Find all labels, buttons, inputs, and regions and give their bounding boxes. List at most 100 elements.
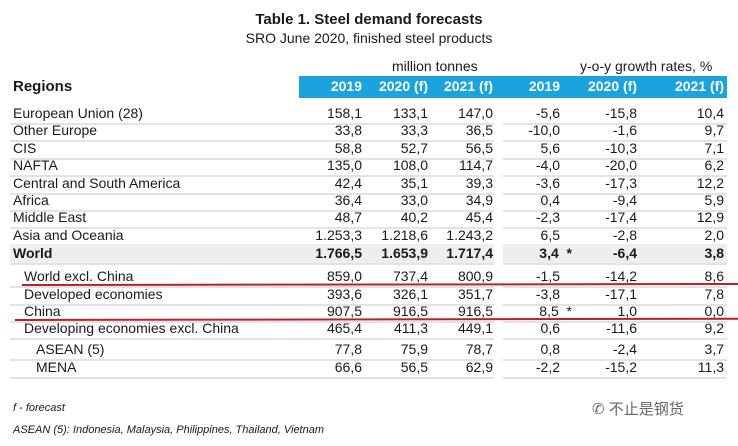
row-divider <box>10 263 494 265</box>
row-label: Asia and Oceania <box>13 227 124 243</box>
cell-value: -3,6 <box>535 175 560 191</box>
cell-value: 62,9 <box>465 359 493 375</box>
cell-value: 114,7 <box>459 157 493 173</box>
row-divider <box>503 377 727 379</box>
cell-value: 465,4 <box>326 320 362 336</box>
row-divider <box>503 286 727 288</box>
cell-value: 77,8 <box>334 341 362 357</box>
cell-value: -14,2 <box>605 268 637 284</box>
row-label: Developed economies <box>24 286 163 302</box>
cell-value: 326,1 <box>392 286 428 302</box>
cell-value: 3,7 <box>704 341 724 357</box>
cell-value: 45,4 <box>465 209 493 225</box>
cell-value: 133,1 <box>392 105 428 121</box>
cell-value: 34,9 <box>465 192 493 208</box>
cell-value: 36,5 <box>465 122 493 138</box>
table-row: Central and South America 42,4 35,1 39,3 -3,… <box>0 175 738 192</box>
row-divider <box>10 123 494 125</box>
cell-value: -15,2 <box>605 359 637 375</box>
cell-value: -2,3 <box>535 209 560 225</box>
cell-value: 135,0 <box>326 157 362 173</box>
cell-value: 75,9 <box>400 341 428 357</box>
table-row: CIS 58,8 52,7 56,5 5,6 -10,3 7,1 <box>0 140 738 157</box>
cell-value: 1.253,3 <box>315 227 362 243</box>
table-row: China 907,5 916,5 916,5 8,5 * 1,0 0,0 <box>0 303 738 320</box>
cell-value: 7,8 <box>704 286 724 302</box>
row-divider <box>503 210 727 212</box>
row-label: Developing economies excl. China <box>24 320 239 336</box>
cell-value: 351,7 <box>457 286 493 302</box>
column-header: 2020 (f) <box>378 78 428 94</box>
cell-value: 0,8 <box>540 341 560 357</box>
cell-value: 1.717,4 <box>446 245 493 261</box>
row-divider <box>10 140 494 142</box>
header-bar <box>299 76 727 98</box>
cell-value: 907,5 <box>326 303 362 319</box>
column-header: 2021 (f) <box>443 78 493 94</box>
cell-value: -3,8 <box>535 286 560 302</box>
column-header: 2019 <box>528 78 560 94</box>
cell-value: 1,0 <box>617 303 637 319</box>
cell-value: 52,7 <box>400 140 428 156</box>
group-header-growth: y-o-y growth rates, % <box>580 58 713 74</box>
table-title: Table 1. Steel demand forecasts <box>255 11 483 28</box>
row-label: World <box>13 245 53 261</box>
cell-value: -5,6 <box>535 105 560 121</box>
row-divider <box>503 140 727 142</box>
cell-value: 1.243,2 <box>446 227 493 243</box>
cell-value: 916,5 <box>392 303 428 319</box>
cell-value: 58,8 <box>334 140 362 156</box>
cell-value: 1.653,9 <box>381 245 428 261</box>
row-divider <box>10 210 494 212</box>
row-divider <box>503 175 727 177</box>
note-forecast: f - forecast <box>13 402 65 414</box>
row-divider <box>10 286 494 288</box>
cell-value: 3,8 <box>704 245 724 261</box>
watermark: ✆ 不止是钢货 <box>592 398 684 419</box>
cell-value: 11,3 <box>697 359 724 375</box>
column-header: 2021 (f) <box>674 78 724 94</box>
cell-value: 40,2 <box>400 209 428 225</box>
cell-value: -20,0 <box>605 157 637 173</box>
cell-value: -9,4 <box>612 192 637 208</box>
table-row: Middle East 48,7 40,2 45,4 -2,3 -17,4 12,9 <box>0 209 738 226</box>
row-label: Central and South America <box>13 175 181 191</box>
row-divider <box>10 175 494 177</box>
cell-value: -10,3 <box>605 140 637 156</box>
cell-value: 33,8 <box>334 122 362 138</box>
cell-value: 5,6 <box>540 140 560 156</box>
table-subtitle: SRO June 2020, finished steel products <box>245 30 493 46</box>
row-divider <box>503 359 727 361</box>
cell-value: 56,5 <box>400 359 428 375</box>
cell-value: 108,0 <box>392 157 428 173</box>
cell-value: -17,3 <box>605 175 637 191</box>
cell-value: 6,5 <box>540 227 560 243</box>
table-row: Asia and Oceania 1.253,3 1.218,6 1.243,2 6,5… <box>0 227 738 244</box>
cell-value: 158,1 <box>326 105 362 121</box>
cell-value: 1.766,5 <box>315 245 362 261</box>
cell-value: 35,1 <box>400 175 428 191</box>
cell-value: 800,9 <box>457 268 493 284</box>
cell-value: -17,4 <box>605 209 637 225</box>
column-header: 2020 (f) <box>587 78 637 94</box>
cell-value: 2,0 <box>704 227 724 243</box>
row-divider <box>503 158 727 160</box>
cell-value: -2,2 <box>535 359 560 375</box>
cell-value: 3,4 * <box>539 245 572 261</box>
row-label: Other Europe <box>13 122 98 138</box>
table-row: World 1.766,5 1.653,9 1.717,4 3,4 * -6,4 3,8 <box>0 244 738 263</box>
cell-value: 48,7 <box>334 209 362 225</box>
cell-value: 0,6 <box>540 320 560 336</box>
cell-value: 147,0 <box>457 105 493 121</box>
cell-value: -4,0 <box>535 157 560 173</box>
cell-value: 10,4 <box>696 105 724 121</box>
regions-header: Regions <box>13 78 73 95</box>
table-row: European Union (28) 158,1 133,1 147,0 -5,6 -1… <box>0 105 738 122</box>
row-divider <box>10 193 494 195</box>
cell-value: 12,9 <box>696 209 724 225</box>
cell-value: 66,6 <box>334 359 362 375</box>
row-label: NAFTA <box>13 157 58 173</box>
group-header-tonnes: million tonnes <box>392 58 478 74</box>
cell-value: 8,6 <box>704 268 724 284</box>
